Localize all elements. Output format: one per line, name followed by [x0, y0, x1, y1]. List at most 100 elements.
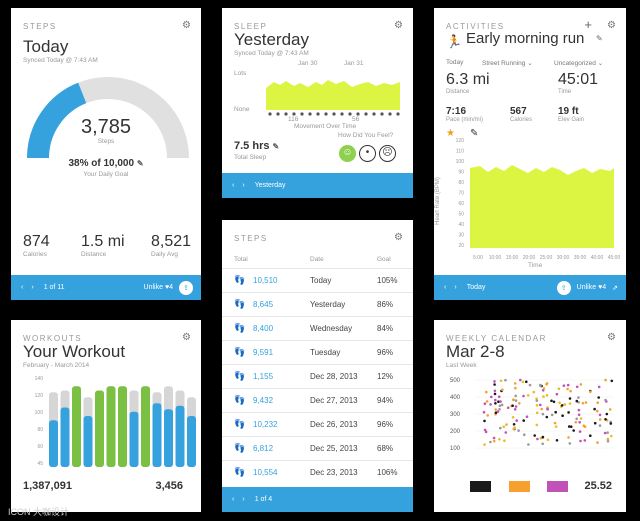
- chevron-left-icon[interactable]: ‹: [21, 284, 24, 291]
- scatter-point: [512, 423, 516, 426]
- happy-face-icon[interactable]: ☺: [339, 145, 356, 162]
- scatter-point: [493, 389, 497, 393]
- scatter-point: [550, 413, 554, 417]
- scatter-point: [514, 386, 517, 390]
- row-total[interactable]: 6,812: [253, 444, 274, 453]
- add-icon[interactable]: +: [584, 17, 592, 32]
- chevron-right-icon[interactable]: ›: [242, 182, 245, 189]
- row-date: Dec 25, 2013: [310, 444, 358, 453]
- scatter-point: [511, 416, 515, 419]
- neutral-face-icon[interactable]: •: [359, 145, 376, 162]
- calendar-value: 25.52: [584, 480, 612, 492]
- table-row[interactable]: 👣 9,432 Dec 27, 2013 94%: [222, 388, 413, 412]
- row-goal: 12%: [377, 372, 394, 381]
- row-total[interactable]: 10,232: [253, 420, 278, 429]
- workout-bar[interactable]: [187, 416, 196, 467]
- table-row[interactable]: 👣 9,591 Tuesday 96%: [222, 340, 413, 364]
- scatter-point: [582, 424, 586, 427]
- activity-category-select[interactable]: Uncategorized ⌄: [554, 59, 603, 67]
- workout-bar[interactable]: [141, 386, 150, 467]
- movement-label: Movement Over Time: [294, 123, 357, 130]
- gear-icon[interactable]: ⚙: [607, 20, 616, 31]
- scatter-point: [492, 436, 496, 440]
- footprints-icon: 👣: [234, 323, 246, 333]
- pencil-icon[interactable]: ✎: [272, 142, 280, 151]
- row-total[interactable]: 8,645: [253, 300, 274, 309]
- workout-bar[interactable]: [152, 403, 162, 467]
- gear-icon[interactable]: ⚙: [182, 20, 191, 31]
- workout-bar[interactable]: [106, 386, 116, 467]
- table-row[interactable]: 👣 10,232 Dec 26, 2013 96%: [222, 412, 413, 436]
- gear-icon[interactable]: ⚙: [182, 332, 191, 343]
- chevron-left-icon[interactable]: ‹: [232, 182, 235, 189]
- row-total[interactable]: 10,510: [253, 276, 278, 285]
- workout-bar[interactable]: [72, 386, 81, 467]
- table-row[interactable]: 👣 8,645 Yesterday 86%: [222, 292, 413, 316]
- heart-rate-ylabel: Heart Rate (BPM): [434, 177, 441, 225]
- row-total[interactable]: 8,400: [253, 324, 274, 333]
- chevron-right-icon[interactable]: ›: [454, 284, 457, 291]
- scatter-point: [575, 399, 579, 403]
- workout-bar[interactable]: [118, 386, 127, 467]
- scatter-point: [503, 439, 506, 442]
- unlike-link[interactable]: Unlike ♥4: [576, 284, 607, 291]
- share-icon[interactable]: ⇪: [556, 280, 571, 295]
- footprints-icon: 👣: [234, 395, 246, 405]
- gear-icon[interactable]: ⚙: [394, 232, 403, 243]
- pace-value: 7:16: [446, 106, 467, 117]
- workout-bar[interactable]: [49, 420, 58, 467]
- workout-bar[interactable]: [164, 409, 173, 467]
- table-row[interactable]: 👣 10,554 Dec 23, 2013 106%: [222, 460, 413, 484]
- scatter-point: [569, 389, 572, 393]
- pencil-icon[interactable]: ✎: [136, 159, 144, 168]
- activities-footer: ‹ › Today ⇪ Unlike ♥4 ⇗: [434, 275, 626, 300]
- scatter-point: [593, 421, 597, 425]
- calendar-header: WEEKLY CALENDAR: [446, 334, 547, 343]
- workout-bar[interactable]: [83, 416, 93, 467]
- row-total[interactable]: 9,591: [253, 348, 274, 357]
- steps-table-card: STEPS ⚙ Total Date Goal 👣 10,510 Today 105%…: [222, 220, 413, 512]
- chevron-right-icon[interactable]: ›: [31, 284, 34, 291]
- scatter-point: [489, 440, 492, 444]
- workout-subtitle: February - March 2014: [23, 362, 90, 369]
- gear-icon[interactable]: ⚙: [394, 20, 403, 31]
- calendar-title: Mar 2-8: [446, 342, 505, 361]
- row-total[interactable]: 1,155: [253, 372, 274, 381]
- workout-bar[interactable]: [60, 407, 70, 468]
- row-total[interactable]: 9,432: [253, 396, 274, 405]
- legend-purple-swatch: [547, 481, 568, 492]
- table-row[interactable]: 👣 1,155 Dec 28, 2013 12%: [222, 364, 413, 388]
- export-icon[interactable]: ⇗: [612, 284, 618, 292]
- workout-bar[interactable]: [175, 405, 185, 467]
- sad-face-icon[interactable]: ☹: [379, 145, 396, 162]
- table-row[interactable]: 👣 10,510 Today 105%: [222, 268, 413, 292]
- scatter-point: [483, 402, 487, 405]
- edit-icon[interactable]: ✎: [470, 128, 479, 139]
- steps-header: STEPS: [23, 22, 57, 31]
- total-sleep-label: Total Sleep: [234, 154, 267, 161]
- share-icon[interactable]: ⇪: [179, 280, 193, 295]
- workout-bar[interactable]: [129, 411, 139, 467]
- chevron-right-icon[interactable]: ›: [242, 496, 245, 503]
- hr-y-tick: 70: [458, 191, 464, 197]
- scatter-point: [512, 398, 515, 402]
- hr-y-tick: 40: [458, 222, 464, 228]
- scatter-point: [605, 412, 609, 416]
- table-row[interactable]: 👣 8,400 Wednesday 84%: [222, 316, 413, 340]
- scatter-point: [606, 439, 610, 443]
- row-total[interactable]: 10,554: [253, 468, 278, 477]
- scatter-point: [598, 413, 602, 417]
- star-icon[interactable]: ★: [446, 128, 455, 139]
- scatter-point: [561, 414, 564, 417]
- scatter-point: [567, 411, 570, 414]
- unlike-link[interactable]: Unlike ♥4: [143, 284, 173, 291]
- gear-icon[interactable]: ⚙: [607, 332, 616, 343]
- chevron-left-icon[interactable]: ‹: [232, 496, 235, 503]
- activity-type-select[interactable]: Street Running ⌄: [482, 59, 533, 67]
- axis-number-56: 56: [352, 116, 360, 123]
- chevron-left-icon[interactable]: ‹: [444, 284, 447, 291]
- pencil-icon[interactable]: ✎: [596, 34, 603, 43]
- elev-label: Elev Gain: [558, 117, 585, 123]
- table-row[interactable]: 👣 6,812 Dec 25, 2013 68%: [222, 436, 413, 460]
- workout-bar[interactable]: [95, 390, 104, 468]
